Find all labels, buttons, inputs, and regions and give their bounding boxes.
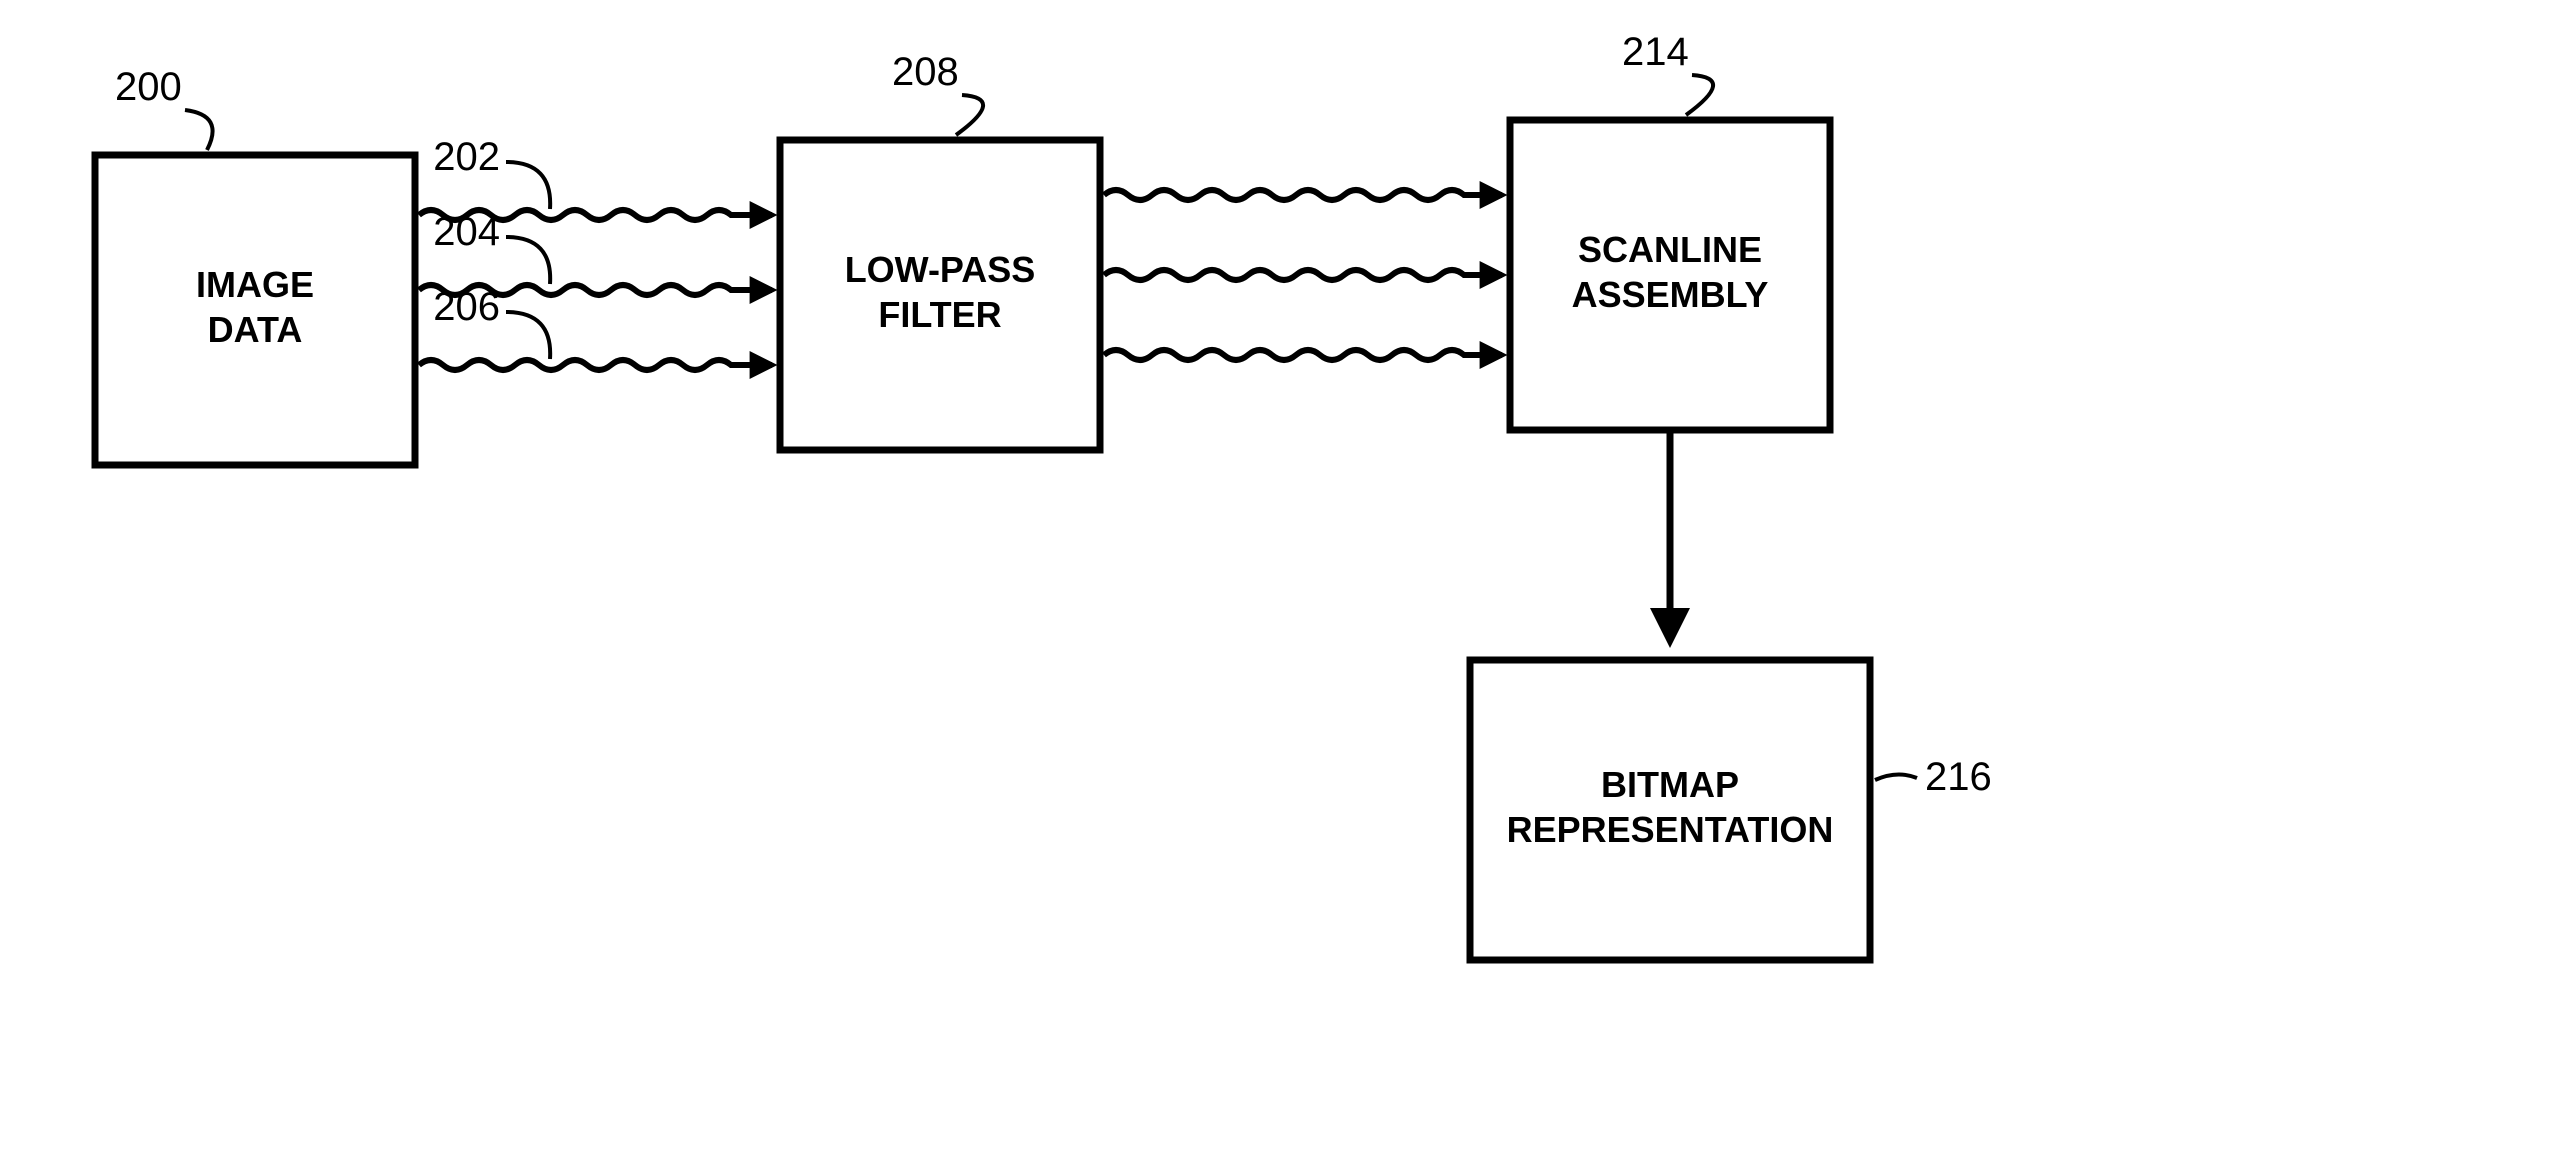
image_data-label-1: DATA [208,309,303,350]
bitmap-label-1: REPRESENTATION [1507,809,1834,850]
low_pass-ref-leader [956,95,983,135]
wave-ab-2 [419,360,742,370]
low_pass-label-1: FILTER [878,294,1001,335]
wave-bc-2 [1104,350,1472,360]
image_data-ref: 200 [115,65,182,109]
wave-bc-1 [1104,270,1472,280]
scanline-label-1: ASSEMBLY [1572,274,1769,315]
bitmap-ref: 216 [1925,755,1992,799]
scanline-label-0: SCANLINE [1578,229,1762,270]
low_pass-ref: 208 [892,50,959,94]
image_data-label-0: IMAGE [196,264,314,305]
wave-ref-206: 206 [433,285,500,329]
wave-ref-204-leader [506,237,550,284]
wave-ref-202: 202 [433,135,500,179]
low_pass-label-0: LOW-PASS [845,249,1036,290]
bitmap-label-0: BITMAP [1601,764,1739,805]
wave-bc-0 [1104,190,1472,200]
scanline-ref: 214 [1622,30,1689,74]
wave-ref-202-leader [506,162,550,209]
wave-ref-204: 204 [433,210,500,254]
scanline-ref-leader [1686,75,1713,115]
wave-ref-206-leader [506,312,550,359]
image_data-ref-leader [185,110,213,150]
bitmap-ref-leader [1875,774,1917,780]
